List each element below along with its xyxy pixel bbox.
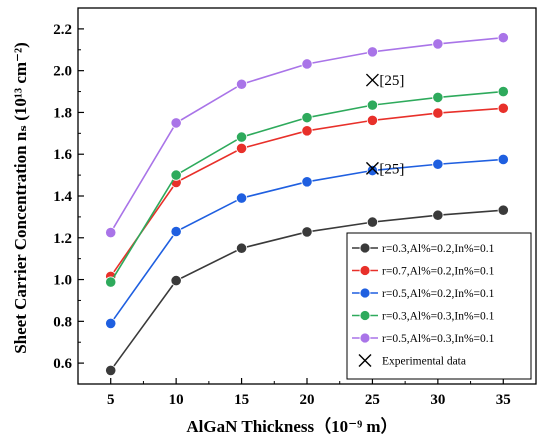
x-tick-label: 30 (430, 392, 445, 408)
y-tick-label: 0.8 (53, 314, 72, 330)
y-tick-label: 1.4 (53, 189, 72, 205)
data-point (497, 102, 509, 114)
data-point (170, 274, 182, 287)
legend-label: r=0.3,Al%=0.2,In%=0.1 (382, 243, 495, 255)
legend-marker (359, 332, 371, 344)
x-tick-label: 20 (300, 392, 315, 408)
x-tick-label: 15 (234, 392, 249, 408)
legend-x-marker (358, 354, 372, 367)
legend-marker (359, 310, 371, 321)
y-tick-label: 1.0 (53, 273, 72, 289)
data-point (497, 153, 509, 166)
experimental-point: [25] (365, 73, 404, 89)
series-layer (105, 32, 509, 377)
data-point (497, 204, 509, 216)
data-point (105, 317, 117, 330)
y-axis-ticks: 0.6 0.8 1.0 1.2 1.4 1.6 1.8 2.0 2.2 (53, 7, 84, 372)
x-axis-ticks: 5 10 15 20 25 30 35 (107, 378, 511, 408)
series-1 (105, 204, 509, 377)
legend: r=0.3,Al%=0.2,In%=0.1 r=0.7,Al%=0.2,In%=0… (346, 232, 532, 380)
data-point (170, 225, 182, 238)
legend-label: Experimental data (382, 356, 466, 368)
data-point (432, 209, 444, 221)
legend-label: r=0.5,Al%=0.2,In%=0.1 (382, 288, 495, 300)
data-point (235, 131, 248, 143)
data-point (432, 107, 444, 119)
series-5 (105, 32, 509, 239)
data-point (170, 117, 182, 129)
series-3 (105, 153, 509, 330)
y-tick-label: 1.6 (53, 147, 72, 163)
data-point (366, 216, 379, 228)
y-axis-title: Sheet Carrier Concentration nₛ (10¹³ cm⁻… (11, 42, 30, 354)
legend-box (346, 232, 532, 380)
x-tick-label: 10 (169, 392, 184, 408)
y-tick-label: 2.2 (53, 22, 72, 38)
data-point (301, 112, 313, 124)
data-point (497, 85, 509, 98)
legend-label: r=0.7,Al%=0.2,In%=0.1 (382, 266, 495, 278)
data-point (301, 226, 313, 238)
x-tick-label: 5 (107, 392, 115, 408)
legend-marker (359, 287, 371, 299)
data-point (301, 125, 313, 137)
legend-item: r=0.5,Al%=0.3,In%=0.1 (352, 332, 495, 345)
data-point (432, 91, 444, 104)
data-point (301, 58, 313, 70)
experimental-label: [25] (379, 161, 404, 177)
legend-item: r=0.3,Al%=0.2,In%=0.1 (352, 242, 495, 255)
data-point (105, 276, 117, 288)
series-4 (105, 85, 509, 288)
x-tick-label: 35 (496, 392, 511, 408)
data-point (432, 158, 444, 170)
data-point (235, 192, 248, 204)
x-marker-stroke (365, 73, 379, 87)
data-point (497, 32, 509, 44)
data-point (105, 226, 117, 239)
y-tick-label: 1.8 (53, 105, 72, 121)
x-marker-stroke (365, 161, 379, 175)
data-point (105, 364, 117, 377)
legend-marker (359, 265, 371, 276)
x-tick-label: 25 (365, 392, 380, 408)
data-point (170, 169, 182, 181)
data-point (235, 78, 248, 90)
y-tick-label: 2.0 (53, 64, 72, 80)
legend-label: r=0.3,Al%=0.3,In%=0.1 (382, 311, 495, 323)
x-axis-title: AlGaN Thickness（10⁻⁹ m） (186, 416, 397, 436)
legend-marker (359, 242, 371, 254)
data-point (432, 38, 444, 50)
legend-item: r=0.7,Al%=0.2,In%=0.1 (352, 265, 495, 278)
legend-item: r=0.3,Al%=0.3,In%=0.1 (352, 310, 495, 323)
experimental-label: [25] (379, 73, 404, 89)
experimental-point: [25] (365, 161, 404, 177)
data-point (301, 176, 313, 188)
legend-item-experimental: Experimental data (358, 354, 466, 368)
data-point (366, 164, 379, 177)
legend-item: r=0.5,Al%=0.2,In%=0.1 (352, 287, 495, 300)
data-point (235, 142, 248, 154)
data-point (366, 99, 379, 111)
legend-label: r=0.5,Al%=0.3,In%=0.1 (382, 333, 495, 345)
experimental-layer: [25] [25] (365, 73, 404, 177)
y-tick-label: 1.2 (53, 231, 72, 247)
data-point (366, 114, 379, 126)
y-tick-label: 0.6 (53, 356, 72, 372)
data-point (235, 242, 248, 254)
data-point (366, 46, 379, 58)
